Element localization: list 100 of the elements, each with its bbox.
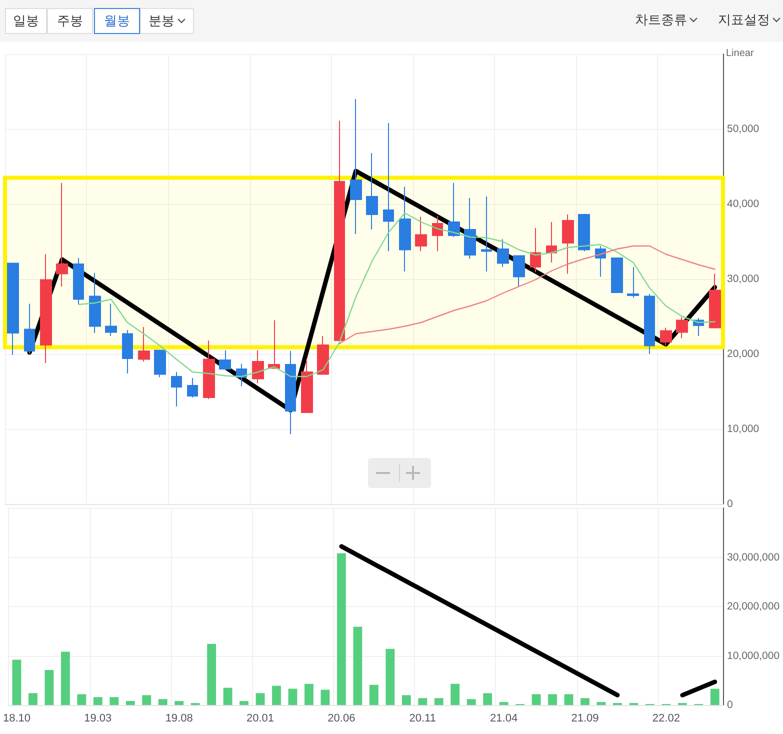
candlestick <box>448 182 460 238</box>
candlestick <box>513 255 525 287</box>
bar <box>272 686 281 705</box>
candlestick <box>24 303 35 354</box>
candlestick <box>415 216 427 252</box>
bar <box>434 698 444 705</box>
bar <box>402 695 411 705</box>
candlestick <box>252 350 264 384</box>
bar <box>353 626 362 705</box>
bar <box>466 699 476 705</box>
bar <box>12 660 22 705</box>
x-tick-label: 21.04 <box>490 712 518 724</box>
candlestick <box>676 316 688 339</box>
bar <box>386 648 395 705</box>
candlestick <box>138 326 150 362</box>
y-tick-label: 50,000 <box>727 123 760 135</box>
candlestick <box>334 120 345 345</box>
candlestick <box>709 273 721 328</box>
candlestick <box>497 238 509 268</box>
y-tick-label: 0 <box>727 498 733 510</box>
x-tick-label: 20.01 <box>246 712 274 724</box>
bar <box>499 702 508 705</box>
candlestick <box>40 254 52 364</box>
text: 일봉 <box>5 8 47 34</box>
candlestick <box>154 350 166 378</box>
bar <box>126 701 135 705</box>
bar <box>548 694 557 705</box>
text: 차트종류 <box>635 12 688 30</box>
bar <box>60 652 70 705</box>
line-series <box>78 212 716 378</box>
bar <box>564 694 574 705</box>
candlestick <box>7 262 19 356</box>
y-tick-label: 30,000 <box>727 273 760 285</box>
candlestick <box>203 340 215 400</box>
bar <box>77 694 86 705</box>
candlestick <box>578 213 590 252</box>
candlestick <box>219 350 231 370</box>
bar <box>28 693 38 705</box>
bar <box>288 688 298 705</box>
bar <box>418 698 428 705</box>
x-tick-label: 18.10 <box>2 712 30 724</box>
candlestick <box>399 186 411 272</box>
bar <box>532 694 541 705</box>
y-tick-label: 0 <box>727 699 733 711</box>
candlestick <box>366 152 378 230</box>
text: 월봉 <box>94 8 140 34</box>
bar <box>369 684 378 705</box>
bar <box>93 697 102 705</box>
candlestick <box>530 228 541 273</box>
bar <box>580 698 590 705</box>
bar <box>240 701 248 705</box>
candlestick <box>73 258 84 305</box>
x-tick-label: 19.03 <box>84 712 112 724</box>
text: 지표설정 <box>718 12 771 30</box>
y-tick-label: 20,000 <box>727 348 760 360</box>
bar <box>174 701 184 705</box>
x-tick-label: 20.06 <box>328 712 356 724</box>
candlestick <box>301 358 313 413</box>
x-tick-label: 20.11 <box>409 712 436 724</box>
bar <box>256 693 265 705</box>
bar <box>142 695 152 705</box>
text: 주봉 <box>47 8 93 34</box>
x-tick-label: 22.02 <box>652 712 680 724</box>
candlestick <box>285 350 296 435</box>
bar <box>320 690 330 705</box>
candlestick <box>350 98 362 234</box>
bar <box>336 553 346 705</box>
bar <box>596 702 606 705</box>
candlestick <box>627 266 639 298</box>
candlestick <box>317 336 329 375</box>
candlestick <box>122 330 133 374</box>
bar <box>710 688 720 705</box>
candlestick <box>481 196 492 272</box>
candlestick <box>383 122 394 252</box>
candlestick <box>546 222 557 263</box>
bar <box>483 693 492 705</box>
y-tick-label: 30,000,000 <box>727 551 780 564</box>
bar <box>207 644 216 705</box>
y-tick-label: 10,000 <box>727 423 760 435</box>
candlestick <box>105 303 117 336</box>
y-tick-label: 40,000 <box>727 198 760 210</box>
candlestick <box>660 327 672 346</box>
text: 분봉 <box>140 8 194 34</box>
candlestick <box>644 294 655 354</box>
candlestick <box>464 198 476 260</box>
bar <box>44 670 54 705</box>
candlestick <box>611 258 623 293</box>
bar <box>450 684 460 705</box>
bar <box>158 699 168 705</box>
bar <box>304 684 314 705</box>
candlestick <box>56 182 68 287</box>
x-tick-label: 19.08 <box>165 712 193 724</box>
candlestick <box>562 214 574 274</box>
line-series <box>338 245 716 344</box>
bar <box>110 697 119 705</box>
candlestick <box>171 372 182 407</box>
bar <box>223 688 232 705</box>
candlestick <box>89 272 101 334</box>
text: Linear <box>726 48 754 59</box>
candlestick <box>187 378 198 398</box>
